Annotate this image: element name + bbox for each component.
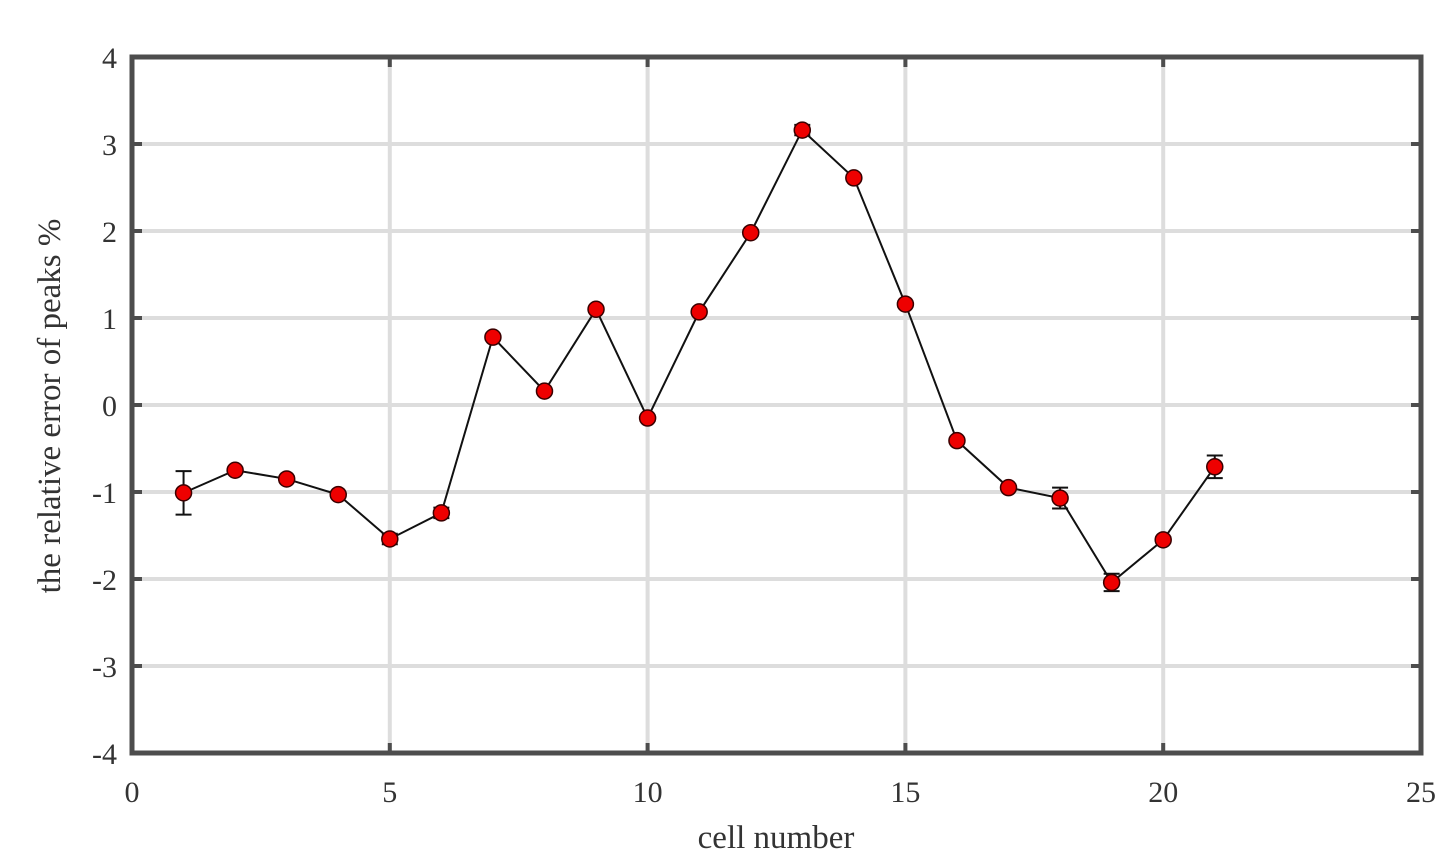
data-point: [896, 295, 915, 313]
data-point: [1206, 458, 1224, 476]
y-tick-label: 1: [102, 303, 117, 336]
data-point: [587, 300, 605, 319]
data-point: [690, 303, 708, 321]
data-point: [948, 431, 966, 450]
data-point: [226, 461, 244, 479]
data-point: [1102, 573, 1121, 592]
x-tick-label: 10: [633, 776, 663, 809]
x-axis-label: cell number: [698, 820, 855, 855]
y-tick-label: 4: [102, 42, 117, 75]
data-point: [741, 223, 760, 242]
data-point: [999, 478, 1018, 497]
x-tick-label: 15: [890, 776, 920, 809]
y-tick-label: 0: [102, 390, 117, 423]
y-tick-label: -4: [92, 738, 117, 771]
data-point: [638, 409, 657, 427]
y-axis-label: the relative error of peaks %: [32, 219, 68, 594]
data-point: [1154, 531, 1172, 549]
y-tick-label: -1: [92, 477, 117, 510]
x-tick-label: 25: [1406, 776, 1436, 809]
y-tick-label: -2: [92, 564, 117, 597]
data-point: [329, 485, 347, 504]
y-tick-label: 3: [102, 129, 117, 162]
data-point: [174, 484, 193, 502]
data-point: [432, 504, 451, 522]
data-point: [484, 328, 502, 346]
data-point: [535, 382, 554, 400]
data-point: [845, 169, 863, 187]
data-point: [1051, 489, 1069, 507]
series-line: [183, 128, 1216, 584]
y-tick-label: -3: [92, 651, 117, 684]
x-tick-label: 20: [1148, 776, 1178, 809]
data-series: [174, 121, 1224, 593]
x-tick-label: 0: [125, 776, 140, 809]
data-point: [277, 470, 296, 488]
x-tick-label: 5: [382, 776, 397, 809]
tick-marks: [130, 55, 1423, 755]
grid: [132, 57, 1421, 753]
y-tick-label: 2: [102, 216, 117, 249]
data-point: [381, 530, 399, 548]
data-point: [793, 121, 812, 139]
